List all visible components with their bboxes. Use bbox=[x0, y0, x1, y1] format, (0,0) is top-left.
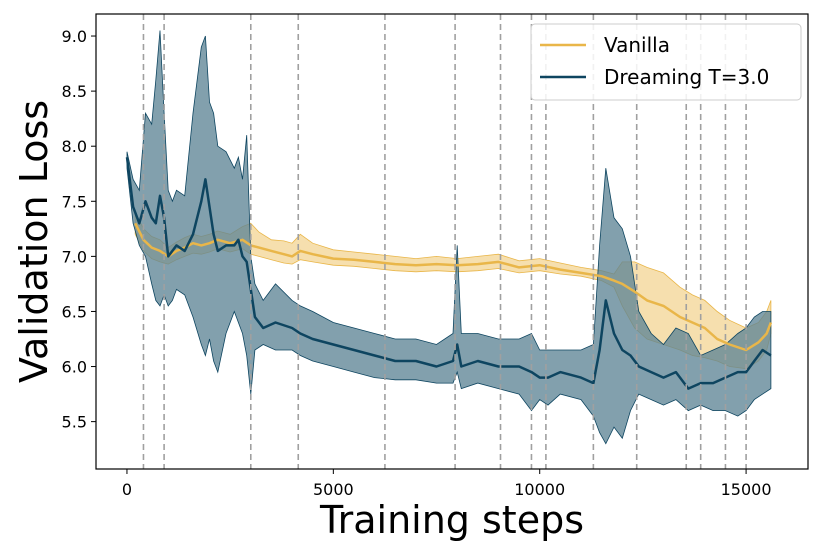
x-tick-label: 0 bbox=[122, 480, 132, 499]
y-tick-label: 6.5 bbox=[62, 302, 87, 321]
x-tick-label: 10000 bbox=[514, 480, 565, 499]
y-tick-label: 8.5 bbox=[62, 82, 87, 101]
legend-label-dreaming: Dreaming T=3.0 bbox=[604, 65, 769, 89]
y-axis-title: Validation Loss bbox=[12, 100, 56, 383]
legend-box bbox=[530, 23, 802, 101]
series-line-vanilla bbox=[134, 222, 773, 352]
plot-bands bbox=[126, 30, 772, 445]
legend-label-vanilla: Vanilla bbox=[604, 33, 670, 57]
y-tick-label: 5.5 bbox=[62, 413, 87, 432]
y-tick-label: 6.0 bbox=[62, 358, 87, 377]
y-tick-label: 8.0 bbox=[62, 137, 87, 156]
x-tick-label: 15000 bbox=[721, 480, 772, 499]
x-tick-label: 5000 bbox=[313, 480, 354, 499]
x-axis-title: Training steps bbox=[319, 498, 584, 542]
y-tick-label: 7.0 bbox=[62, 247, 87, 266]
x-axis-ticks: 0 5000 10000 15000 bbox=[122, 469, 772, 499]
y-axis-ticks: 5.5 6.0 6.5 7.0 7.5 8.0 8.5 9.0 bbox=[62, 27, 96, 432]
band-dreaming bbox=[126, 30, 772, 445]
legend: Vanilla Dreaming T=3.0 bbox=[530, 23, 802, 101]
y-tick-label: 9.0 bbox=[62, 27, 87, 46]
plot-frame bbox=[95, 13, 809, 470]
y-tick-label: 7.5 bbox=[62, 192, 87, 211]
